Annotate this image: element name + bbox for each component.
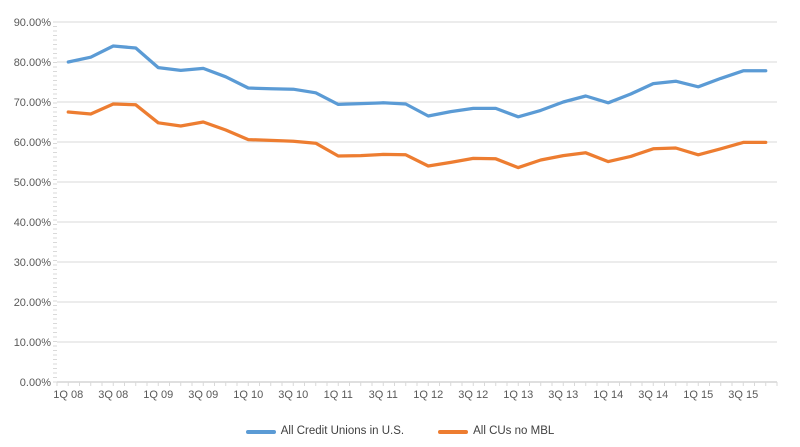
x-axis-label: 3Q 12 (458, 389, 488, 401)
x-axis-label: 3Q 11 (369, 389, 398, 401)
x-axis-label: 3Q 10 (278, 389, 308, 401)
x-axis-label: 1Q 13 (503, 389, 533, 401)
x-axis-label: 1Q 12 (413, 389, 443, 401)
x-axis-label: 1Q 10 (233, 389, 263, 401)
y-axis-label: 70.00% (14, 97, 52, 109)
y-axis-label: 20.00% (14, 297, 52, 309)
x-axis-label: 3Q 09 (188, 389, 218, 401)
y-axis-label: 40.00% (14, 217, 52, 229)
y-axis-label: 80.00% (14, 57, 52, 69)
y-axis-label: 90.00% (14, 17, 52, 29)
x-axis-label: 1Q 08 (53, 389, 83, 401)
x-axis-label: 1Q 09 (143, 389, 173, 401)
x-axis-label: 3Q 15 (728, 389, 758, 401)
x-axis-label: 1Q 14 (593, 389, 623, 401)
x-axis-label: 1Q 11 (324, 389, 353, 401)
x-axis-label: 1Q 15 (683, 389, 713, 401)
y-axis-label: 10.00% (14, 337, 52, 349)
series-line-all-credit-unions-in-u-s- (66, 44, 768, 119)
legend: All Credit Unions in U.S. All CUs no MBL (0, 423, 800, 441)
plot-area: 0.00% 10.00% 20.00% 30.00% 40.00% 50.00% 60.00… (14, 17, 778, 401)
legend-item-all-credit-unions: All Credit Unions in U.S. (245, 425, 405, 438)
x-axis-label: 3Q 13 (548, 389, 578, 401)
y-axis-label: 30.00% (14, 257, 52, 269)
legend-line-swatch-blue (245, 430, 276, 434)
y-axis-label: 0.00% (20, 377, 51, 389)
series-line-all-cus-no-mbl (66, 102, 768, 170)
y-axis-label: 60.00% (14, 137, 52, 149)
legend-item-all-cus-no-mbl: All CUs no MBL (438, 426, 554, 438)
x-axis-label: 3Q 08 (98, 389, 128, 401)
y-axis-label: 50.00% (14, 177, 52, 189)
legend-line-swatch-orange (438, 430, 469, 434)
legend-label-all-credit-unions: All Credit Unions in U.S. (280, 425, 405, 438)
x-axis-label: 3Q 14 (638, 389, 668, 401)
legend-label-all-cus-no-mbl: All CUs no MBL (473, 425, 555, 438)
